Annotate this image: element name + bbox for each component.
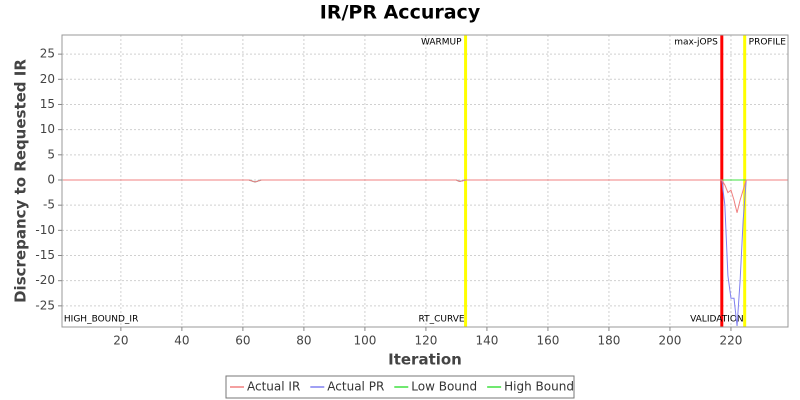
x-tick-label: 140 bbox=[475, 334, 498, 348]
legend-label: Actual IR bbox=[247, 380, 300, 394]
marker-label: WARMUP bbox=[421, 38, 462, 48]
legend-label: High Bound bbox=[504, 380, 574, 394]
y-tick-label: -5 bbox=[43, 198, 55, 212]
marker-label: max-jOPS bbox=[674, 38, 718, 48]
y-tick-label: 5 bbox=[47, 147, 55, 161]
y-tick-label: -20 bbox=[35, 273, 55, 287]
y-tick-label: -10 bbox=[35, 223, 55, 237]
markers: HIGH_BOUND_IR WARMUP RT_CURVE max-jOPS PROFI… bbox=[64, 35, 786, 327]
marker-label: RT_CURVE bbox=[418, 315, 464, 325]
x-tick-label: 80 bbox=[296, 334, 311, 348]
marker-label: VALIDATION bbox=[690, 315, 744, 325]
y-tick-label: 10 bbox=[40, 122, 55, 136]
series-line bbox=[62, 179, 788, 213]
y-tick-label: -25 bbox=[35, 298, 55, 312]
legend-label: Low Bound bbox=[411, 380, 477, 394]
x-tick-label: 100 bbox=[353, 334, 376, 348]
lines bbox=[62, 179, 788, 327]
x-tick-label: 160 bbox=[536, 334, 559, 348]
y-tick-label: 0 bbox=[47, 172, 55, 186]
y-tick-label: 15 bbox=[40, 97, 55, 111]
x-tick-label: 200 bbox=[658, 334, 681, 348]
plot-border bbox=[61, 34, 789, 328]
chart-title: IR/PR Accuracy bbox=[320, 2, 481, 24]
x-tick-label: 40 bbox=[174, 334, 189, 348]
legend-label: Actual PR bbox=[327, 380, 384, 394]
marker-label: PROFILE bbox=[749, 38, 787, 48]
x-tick-label: 60 bbox=[235, 334, 250, 348]
x-tick-label: 220 bbox=[720, 334, 743, 348]
x-tick-label: 180 bbox=[597, 334, 620, 348]
y-tick-label: -15 bbox=[35, 248, 55, 262]
y-axis-label: Discrepancy to Requested IR bbox=[12, 59, 30, 303]
plot-area bbox=[62, 35, 788, 327]
marker-label: HIGH_BOUND_IR bbox=[64, 315, 138, 325]
x-tick-label: 20 bbox=[113, 334, 128, 348]
x-axis-label: Iteration bbox=[388, 351, 462, 369]
legend-items: Actual IR Actual PR Low Bound High Bound bbox=[230, 380, 574, 394]
y-tick-label: 20 bbox=[40, 72, 55, 86]
x-tick-label: 120 bbox=[414, 334, 437, 348]
y-tick-label: 25 bbox=[40, 47, 55, 61]
